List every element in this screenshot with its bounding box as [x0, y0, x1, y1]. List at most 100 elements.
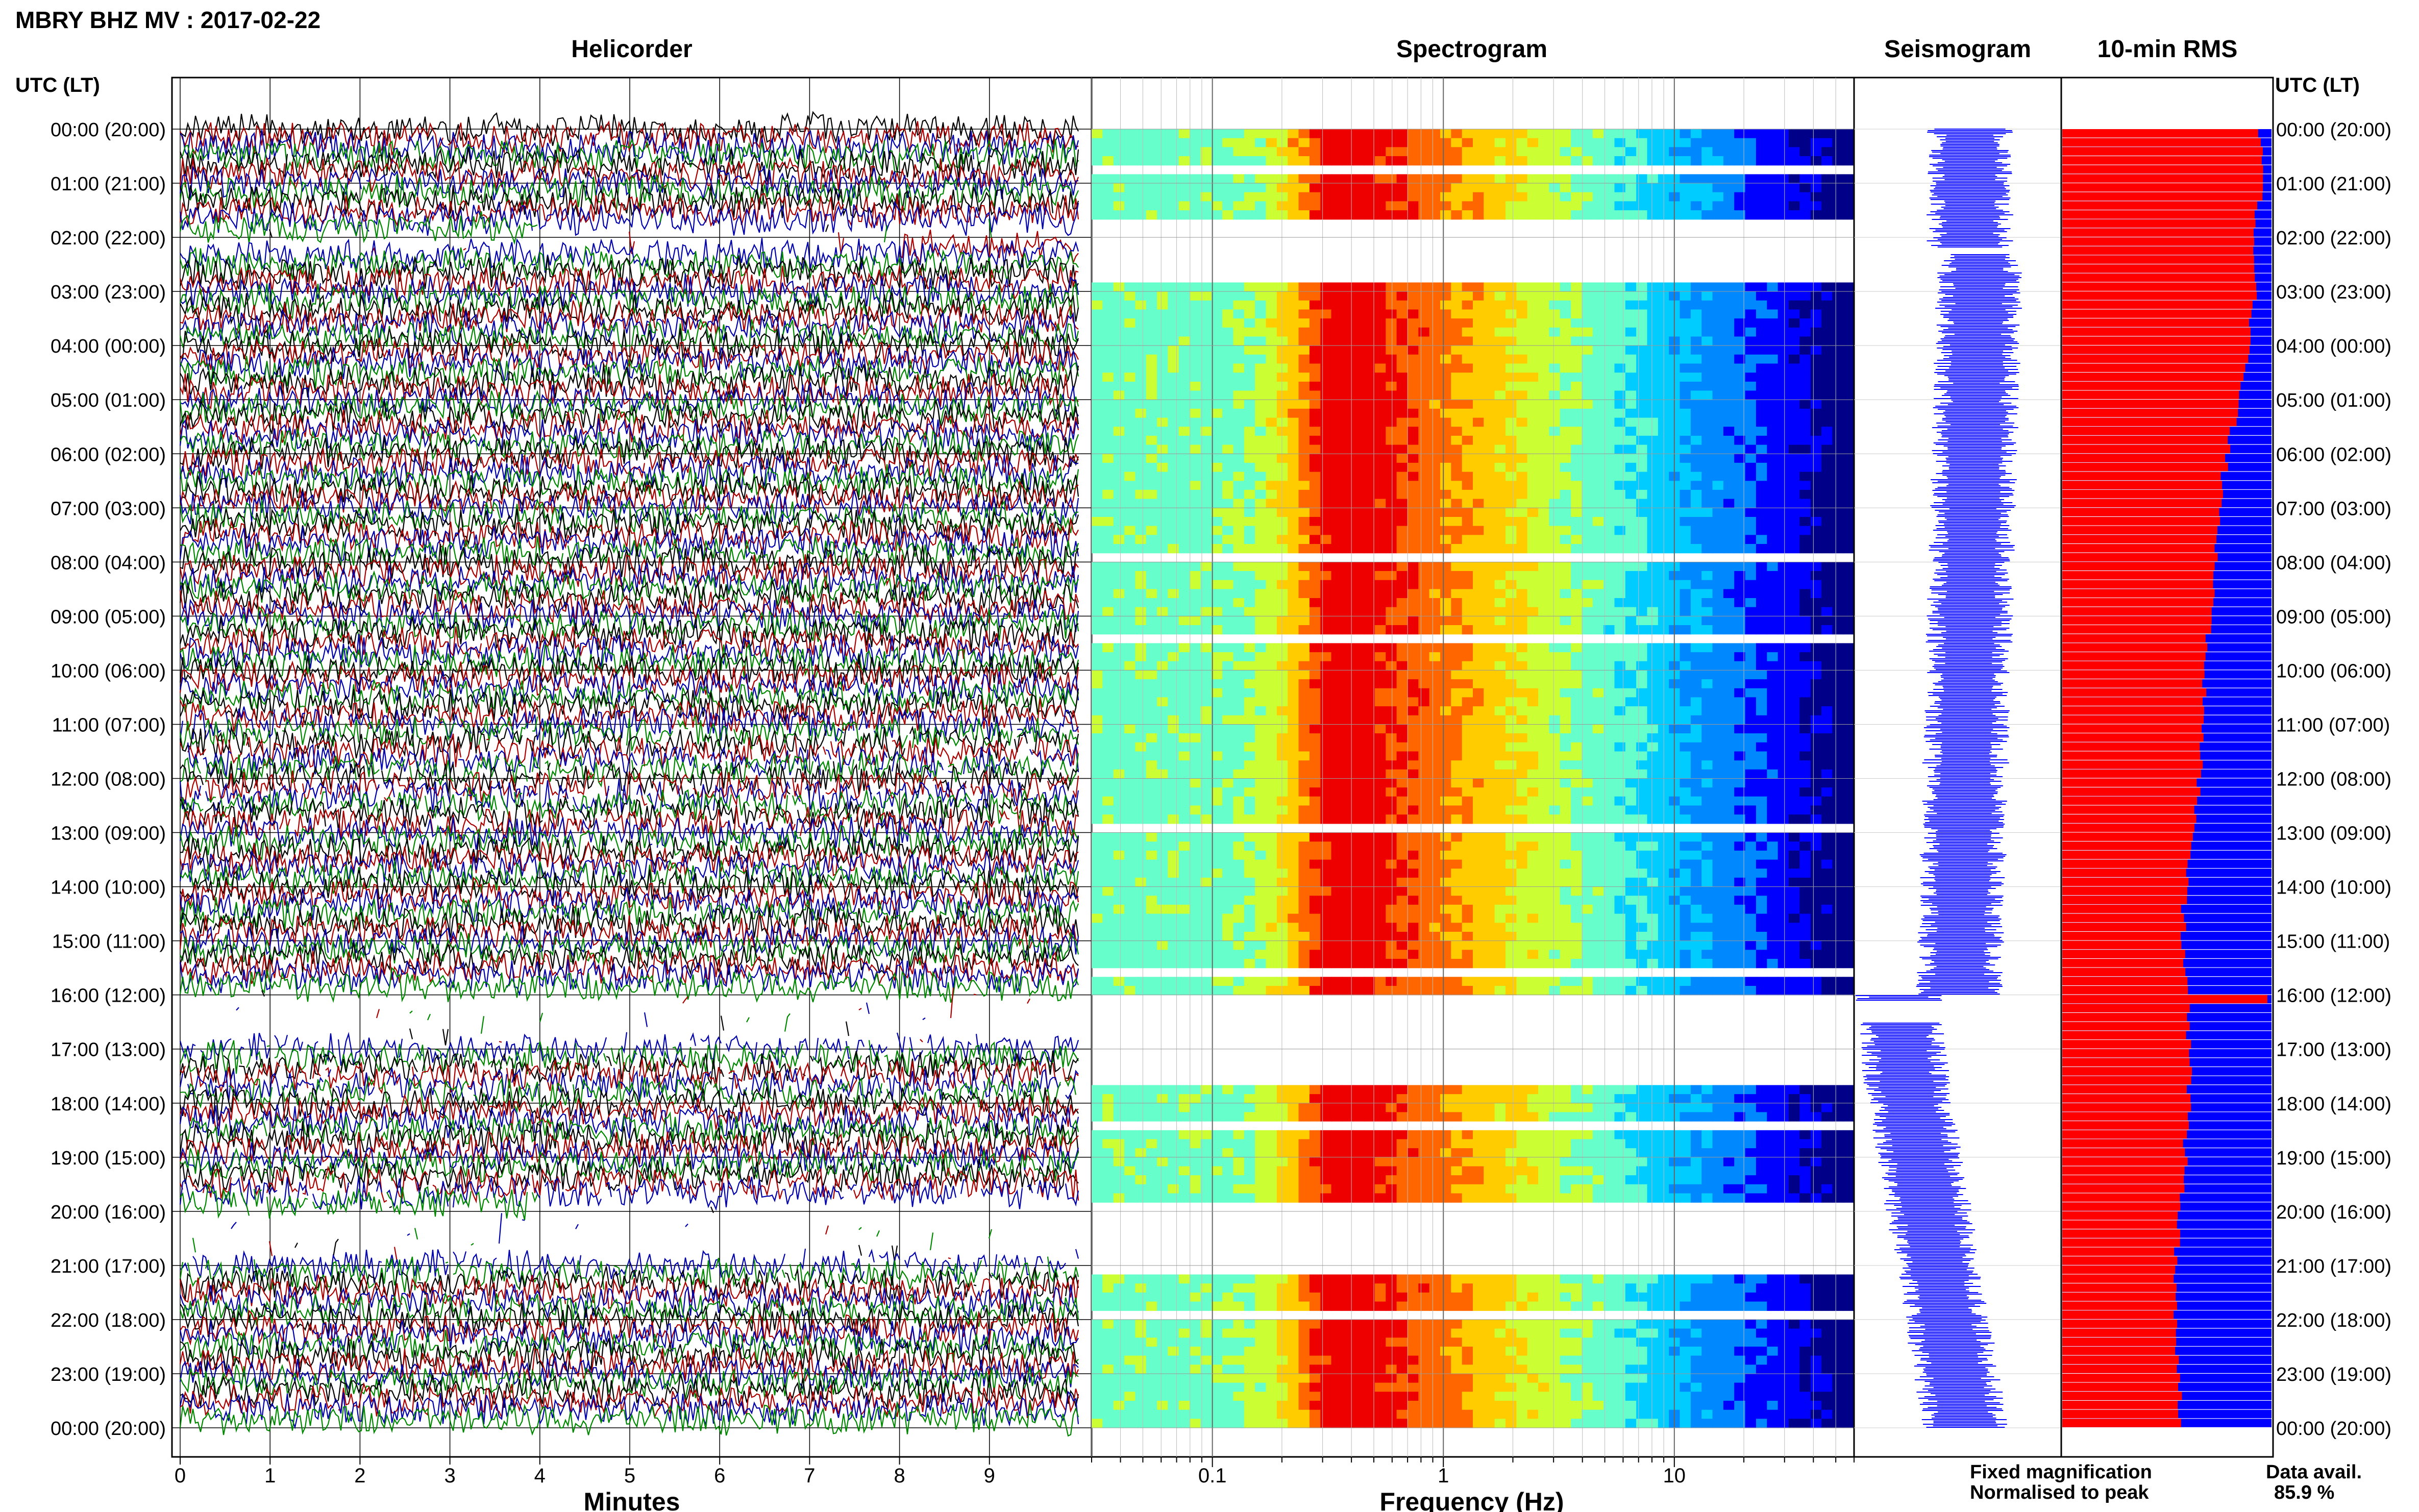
spectrogram-cell [1266, 327, 1277, 337]
spectrogram-cell [1168, 435, 1179, 445]
spectrogram-cell [1680, 787, 1691, 797]
spectrogram-cell [1647, 481, 1659, 490]
spectrogram-cell [1473, 481, 1485, 490]
spectrogram-cell [1571, 345, 1583, 355]
spectrogram-cell [1723, 381, 1735, 391]
spectrogram-cell [1233, 544, 1245, 554]
spectrogram-cell [1843, 598, 1855, 608]
spectrogram-cell [1778, 345, 1789, 355]
spectrogram-cell [1146, 571, 1157, 581]
spectrogram-cell [1092, 724, 1103, 734]
spectrogram-cell [1560, 309, 1571, 319]
spectrogram-cell [1255, 489, 1267, 500]
spectrogram-cell [1309, 706, 1321, 716]
spectrogram-cell [1102, 138, 1114, 147]
spectrogram-cell [1298, 742, 1310, 752]
spectrogram-cell [1549, 282, 1561, 292]
spectrogram-cell [1516, 427, 1528, 436]
spectrogram-cell [1451, 589, 1463, 599]
spectrogram-cell [1592, 201, 1604, 211]
spectrogram-cell [1690, 327, 1702, 337]
spectrogram-cell [1712, 715, 1724, 725]
spectrogram-cell [1418, 481, 1430, 490]
spectrogram-cell [1582, 616, 1593, 626]
spectrogram-cell [1353, 715, 1365, 725]
spectrogram-cell [1276, 589, 1288, 599]
spectrogram-cell [1309, 354, 1321, 364]
spectrogram-cell [1788, 472, 1800, 481]
spectrogram-cell [1712, 769, 1724, 779]
spectrogram-cell [1331, 373, 1343, 382]
spectrogram-cell [1168, 192, 1179, 202]
spectrogram-cell [1146, 472, 1157, 481]
spectrogram-cell [1680, 607, 1691, 616]
spectrogram-cell [1157, 408, 1169, 418]
spectrogram-cell [1276, 778, 1288, 788]
spectrogram-cell [1843, 715, 1855, 725]
spectrogram-cell [1244, 363, 1255, 373]
spectrogram-cell [1386, 454, 1397, 463]
spectrogram-cell [1211, 363, 1223, 373]
spectrogram-cell [1592, 616, 1604, 626]
spectrogram-cell [1592, 661, 1604, 671]
spectrogram-cell [1505, 345, 1517, 355]
spectrogram-cell [1756, 427, 1767, 436]
spectrogram-cell [1407, 688, 1419, 698]
spectrogram-cell [1625, 192, 1637, 202]
spectrogram-cell [1767, 192, 1779, 202]
spectrogram-cell [1767, 706, 1779, 716]
spectrogram-cell [1832, 282, 1844, 292]
spectrogram-cell [1364, 417, 1375, 427]
spectrogram-cell [1157, 138, 1169, 147]
spectrogram-cell [1386, 472, 1397, 481]
spectrogram-cell [1407, 489, 1419, 500]
spectrogram-cell [1516, 814, 1528, 824]
spectrogram-cell [1734, 327, 1746, 337]
spectrogram-cell [1821, 129, 1833, 139]
spectrogram-cell [1636, 571, 1648, 581]
spectrogram-cell [1288, 499, 1299, 508]
spectrogram-cell [1592, 499, 1604, 508]
spectrogram-cell [1494, 417, 1506, 427]
spectrogram-cell [1810, 300, 1822, 310]
spectrogram-cell [1102, 778, 1114, 788]
spectrogram-cell [1200, 363, 1212, 373]
spectrogram-cell [1505, 814, 1517, 824]
spectrogram-cell [1527, 138, 1539, 147]
spectrogram-cell [1494, 363, 1506, 373]
spectrogram-cell [1288, 661, 1299, 671]
spectrogram-cell [1484, 751, 1495, 761]
spectrogram-cell [1712, 580, 1724, 589]
spectrogram-cell [1582, 535, 1593, 544]
spectrogram-cell [1146, 616, 1157, 626]
spectrogram-cell [1723, 724, 1735, 734]
spectrogram-cell [1190, 363, 1201, 373]
spectrogram-cell [1396, 444, 1408, 454]
spectrogram-cell [1778, 535, 1789, 544]
spectrogram-cell [1701, 489, 1713, 500]
spectrogram-cell [1407, 787, 1419, 797]
spectrogram-cell [1756, 778, 1767, 788]
spectrogram-cell [1092, 345, 1103, 355]
spectrogram-cell [1255, 769, 1267, 779]
spectrogram-cell [1396, 715, 1408, 725]
spectrogram-cell [1233, 796, 1245, 806]
spectrogram-cell [1756, 598, 1767, 608]
spectrogram-cell [1418, 787, 1430, 797]
spectrogram-cell [1799, 499, 1811, 508]
spectrogram-cell [1298, 192, 1310, 202]
spectrogram-cell [1843, 291, 1855, 301]
spectrogram-cell [1680, 706, 1691, 716]
spectrogram-cell [1484, 778, 1495, 788]
spectrogram-cell [1255, 462, 1267, 473]
spectrogram-cell [1429, 138, 1441, 147]
spectrogram-cell [1407, 201, 1419, 211]
spectrogram-cell [1571, 454, 1583, 463]
spectrogram-cell [1582, 499, 1593, 508]
spectrogram-cell [1636, 192, 1648, 202]
spectrogram-cell [1276, 688, 1288, 698]
spectrogram-cell [1745, 435, 1757, 445]
spectrogram-cell [1821, 535, 1833, 544]
spectrogram-cell [1603, 715, 1615, 725]
spectrogram-cell [1636, 400, 1648, 409]
